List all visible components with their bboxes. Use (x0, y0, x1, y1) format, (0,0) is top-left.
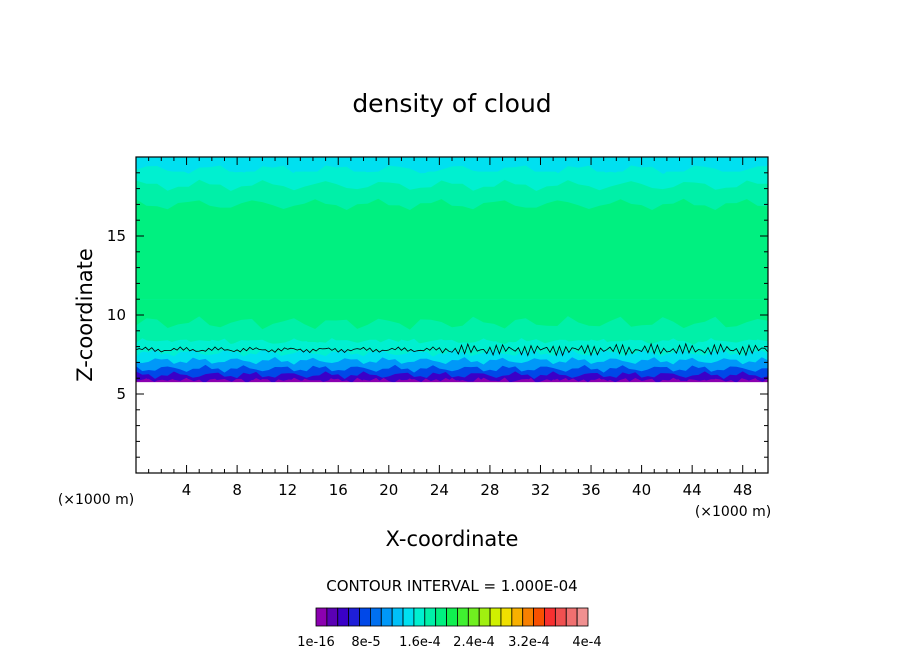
colorbar-swatch-9 (413, 607, 426, 627)
colorbar-swatch-21 (544, 607, 556, 627)
colorbar-swatch-4 (359, 607, 371, 627)
colorbar-swatch-15 (478, 607, 491, 627)
contour-interval-label: CONTOUR INTERVAL = 1.000E-04 (326, 577, 577, 595)
clear-air (136, 382, 768, 473)
colorbar-swatch-24 (576, 607, 589, 627)
density-upper-band-2 (136, 198, 768, 300)
colorbar-label-1: 8e-5 (351, 635, 380, 650)
x-tick-label-10: 44 (683, 481, 702, 499)
colorbar-swatch-1 (326, 607, 339, 627)
x-tick-label-11: 48 (733, 481, 752, 499)
x-tick-label-0: 4 (182, 481, 192, 499)
colorbar-swatch-17 (500, 607, 513, 627)
x-tick-label-6: 28 (480, 481, 499, 499)
y-ticks: 5 10 15 (107, 172, 768, 458)
colorbar-swatch-6 (380, 607, 393, 627)
x-unit-right: (×1000 m) (695, 504, 771, 520)
colorbar-swatch-12 (446, 607, 458, 627)
x-tick-label-2: 12 (278, 481, 297, 499)
colorbar-swatch-20 (533, 607, 545, 627)
colorbar-swatch-5 (369, 607, 382, 627)
colorbar-swatch-11 (435, 607, 447, 627)
colorbar-swatch-22 (554, 607, 567, 627)
y-tick-label-1: 10 (107, 306, 126, 324)
x-axis-label: X-coordinate (386, 527, 519, 551)
x-tick-label-5: 24 (430, 481, 449, 499)
y-tick-label-0: 5 (116, 385, 126, 403)
colorbar-swatch-10 (424, 607, 437, 627)
colorbar-swatch-13 (457, 607, 469, 627)
x-unit-left: (×1000 m) (58, 492, 134, 508)
colorbar-label-4: 3.2e-4 (508, 635, 550, 650)
colorbar-swatch-8 (402, 607, 415, 627)
y-tick-label-2: 15 (107, 227, 126, 245)
x-tick-label-8: 36 (581, 481, 600, 499)
colorbar-label-0: 1e-16 (297, 635, 335, 650)
x-tick-label-1: 8 (232, 481, 242, 499)
plot-area (135, 157, 769, 473)
density-band-top (136, 157, 768, 172)
colorbar-swatch-7 (391, 607, 404, 627)
colorbar-swatch-0 (315, 607, 328, 627)
colorbar-label-3: 2.4e-4 (453, 635, 495, 650)
y-axis-label: Z-coordinate (73, 248, 97, 382)
x-tick-label-9: 40 (632, 481, 651, 499)
colorbar-label-5: 4e-4 (572, 635, 601, 650)
colorbar-swatch-19 (522, 607, 534, 627)
colorbar (315, 607, 589, 627)
contour-line (135, 342, 769, 357)
colorbar-label-2: 1.6e-4 (399, 635, 441, 650)
colorbar-swatch-3 (348, 607, 360, 627)
colorbar-swatch-18 (511, 607, 524, 627)
colorbar-swatch-23 (565, 607, 578, 627)
colorbar-swatch-2 (337, 607, 350, 627)
x-tick-label-4: 20 (379, 481, 398, 499)
x-tick-label-3: 16 (329, 481, 348, 499)
colorbar-swatch-16 (489, 607, 502, 627)
colorbar-swatch-14 (467, 607, 480, 627)
x-tick-label-7: 32 (531, 481, 550, 499)
x-ticks: 4 8 12 16 20 24 28 32 36 40 44 48 (148, 157, 756, 499)
colorbar-labels: 1e-16 8e-5 1.6e-4 2.4e-4 3.2e-4 4e-4 (297, 635, 601, 650)
chart-title: density of cloud (352, 89, 551, 118)
